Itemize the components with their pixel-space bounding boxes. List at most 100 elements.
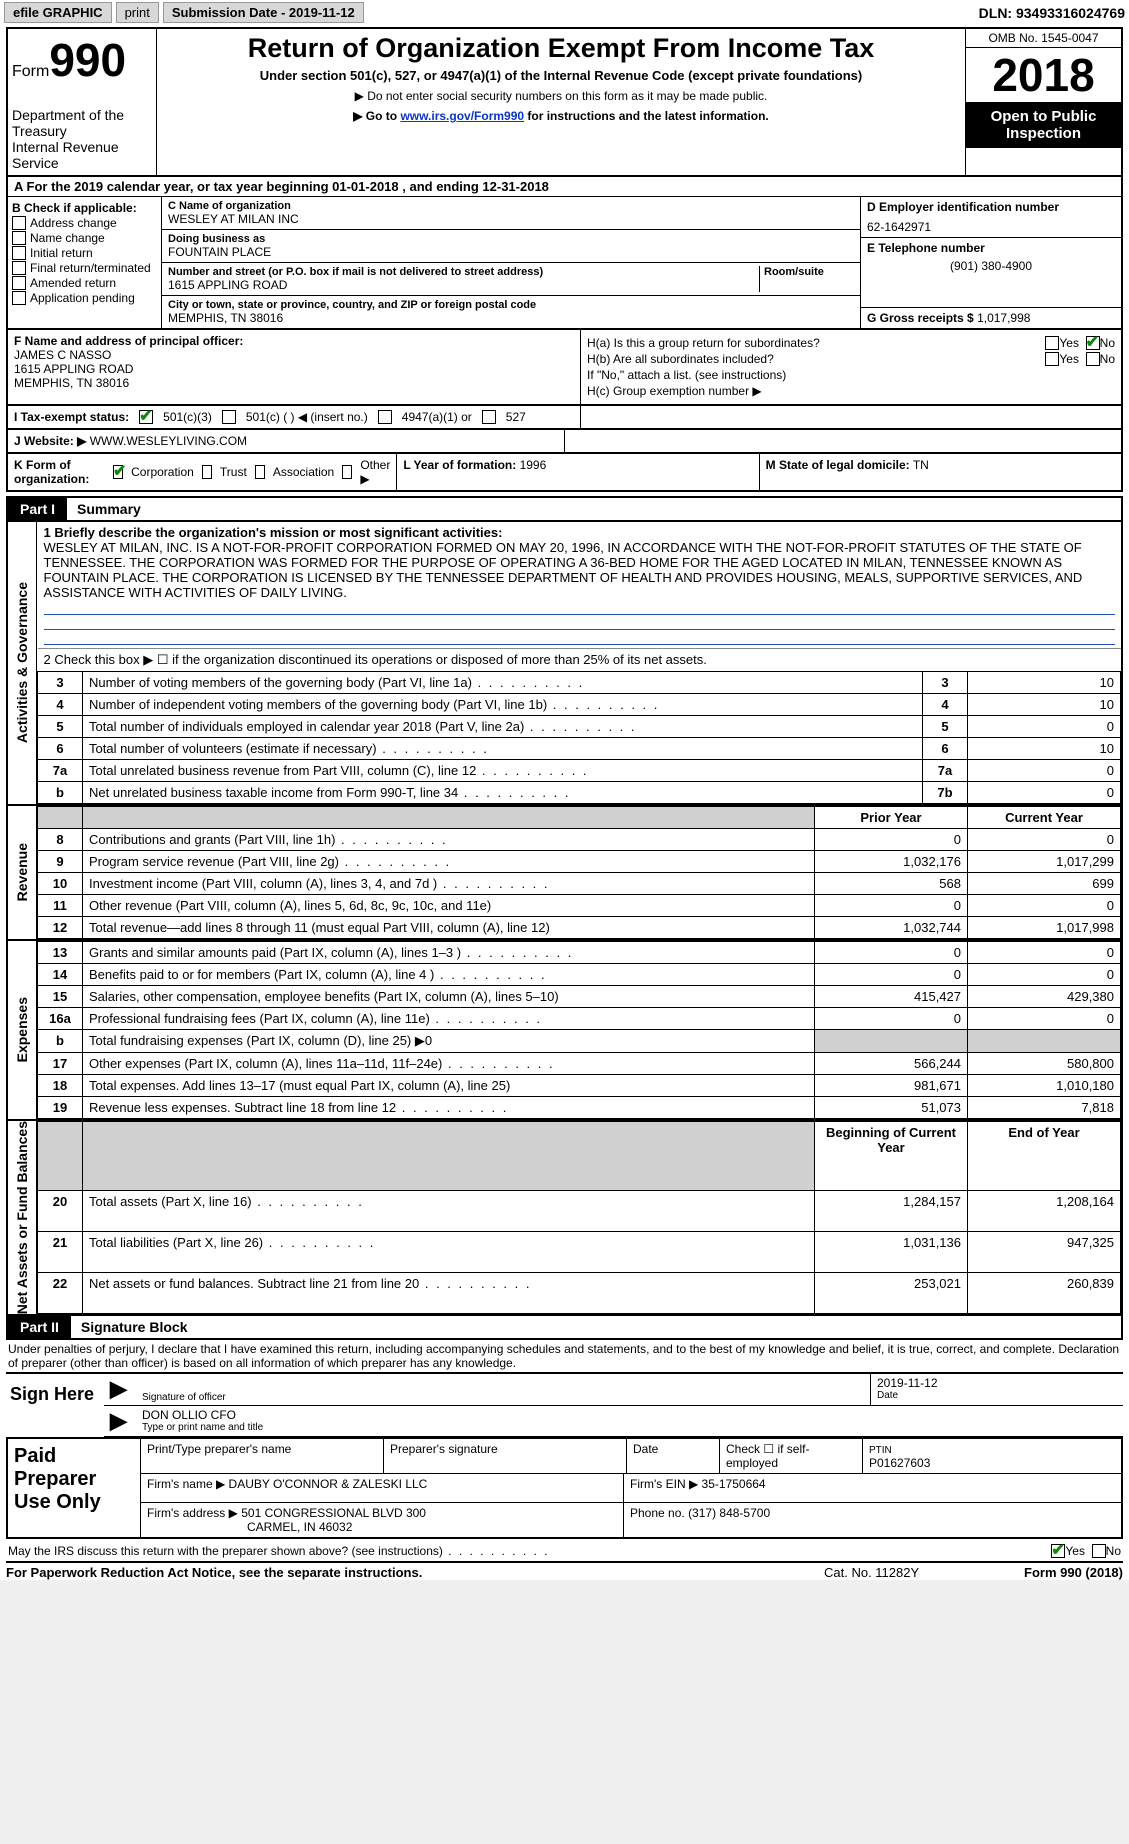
final-return-label: Final return/terminated <box>30 261 151 275</box>
row-j: J Website: ▶ WWW.WESLEYLIVING.COM <box>6 430 1123 454</box>
discuss-no-checkbox[interactable] <box>1092 1544 1106 1558</box>
trust-checkbox[interactable] <box>202 465 212 479</box>
gross-value: 1,017,998 <box>977 311 1030 325</box>
column-c: C Name of organization WESLEY AT MILAN I… <box>162 197 860 328</box>
governance-side-text: Activities & Governance <box>14 582 30 743</box>
other-checkbox[interactable] <box>342 465 352 479</box>
addr-change-label: Address change <box>30 216 117 230</box>
revenue-section: Revenue Prior YearCurrent Year 8Contribu… <box>6 806 1123 941</box>
dept-label: Department of the Treasury Internal Reve… <box>12 107 152 171</box>
hb-no-label: No <box>1100 352 1115 366</box>
sig-date-label: Date <box>877 1390 1117 1401</box>
firm-name-label: Firm's name ▶ <box>147 1477 225 1491</box>
header-mid: Return of Organization Exempt From Incom… <box>157 29 965 175</box>
501c3-label: 501(c)(3) <box>163 410 212 424</box>
corp-checkbox[interactable] <box>113 465 123 479</box>
arrow-icon: ▶ <box>104 1406 136 1436</box>
dba-value: FOUNTAIN PLACE <box>168 245 854 259</box>
ha-yes-checkbox[interactable] <box>1045 336 1059 350</box>
pp-self-label: Check ☐ if self-employed <box>720 1439 863 1473</box>
gov-row-3: 3Number of voting members of the governi… <box>38 672 1121 694</box>
gov-row-7b: bNet unrelated business taxable income f… <box>38 782 1121 804</box>
addr-change-checkbox[interactable] <box>12 216 26 230</box>
street-value: 1615 APPLING ROAD <box>168 278 759 292</box>
line1-label: 1 Briefly describe the organization's mi… <box>44 525 1115 540</box>
governance-section: Activities & Governance 1 Briefly descri… <box>6 522 1123 806</box>
declaration-text: Under penalties of perjury, I declare th… <box>6 1340 1123 1372</box>
header-note1: ▶ Do not enter social security numbers o… <box>163 89 959 103</box>
column-b: B Check if applicable: Address change Na… <box>8 197 162 328</box>
cat-no: Cat. No. 11282Y <box>824 1565 1024 1580</box>
501c-checkbox[interactable] <box>222 410 236 424</box>
netassets-side-text: Net Assets or Fund Balances <box>14 1121 30 1314</box>
hb-no-checkbox[interactable] <box>1086 352 1100 366</box>
exp-row-18: 18Total expenses. Add lines 13–17 (must … <box>38 1075 1121 1097</box>
header-right: OMB No. 1545-0047 2018 Open to Public In… <box>965 29 1121 175</box>
discuss-yes-checkbox[interactable] <box>1051 1544 1065 1558</box>
m-value: TN <box>913 458 929 472</box>
trust-label: Trust <box>220 465 247 479</box>
k-label: K Form of organization: <box>14 458 105 486</box>
initial-return-checkbox[interactable] <box>12 246 26 260</box>
firm-addr1: 501 CONGRESSIONAL BLVD 300 <box>241 1506 426 1520</box>
sig-officer-label: Signature of officer <box>142 1392 864 1403</box>
rev-row-12: 12Total revenue—add lines 8 through 11 (… <box>38 917 1121 939</box>
b-label: B Check if applicable: <box>12 201 157 215</box>
l-label: L Year of formation: <box>403 458 516 472</box>
527-checkbox[interactable] <box>482 410 496 424</box>
omb-label: OMB No. 1545-0047 <box>966 29 1121 48</box>
paid-preparer-table: Paid Preparer Use Only Print/Type prepar… <box>6 1437 1123 1539</box>
officer-name-label: Type or print name and title <box>142 1422 1117 1433</box>
hb-note: If "No," attach a list. (see instruction… <box>587 368 1115 382</box>
assoc-label: Association <box>273 465 334 479</box>
ha-label: H(a) Is this a group return for subordin… <box>587 336 1045 350</box>
app-pending-checkbox[interactable] <box>12 291 26 305</box>
hb-yes-label: Yes <box>1059 352 1079 366</box>
mission-text: WESLEY AT MILAN, INC. IS A NOT-FOR-PROFI… <box>44 540 1115 600</box>
netassets-table: Beginning of Current YearEnd of Year 20T… <box>37 1121 1121 1314</box>
firm-ein-label: Firm's EIN ▶ <box>630 1477 698 1491</box>
527-label: 527 <box>506 410 526 424</box>
ptin-label: PTIN <box>869 1445 892 1456</box>
firm-addr-label: Firm's address ▶ <box>147 1506 238 1520</box>
ha-no-checkbox[interactable] <box>1086 336 1100 350</box>
4947-checkbox[interactable] <box>378 410 392 424</box>
phone-value: (901) 380-4900 <box>867 259 1115 273</box>
exp-row-16b: bTotal fundraising expenses (Part IX, co… <box>38 1030 1121 1053</box>
pp-sig-label: Preparer's signature <box>384 1439 627 1473</box>
hb-yes-checkbox[interactable] <box>1045 352 1059 366</box>
form-subtitle: Under section 501(c), 527, or 4947(a)(1)… <box>163 68 959 83</box>
name-change-checkbox[interactable] <box>12 231 26 245</box>
expenses-section: Expenses 13Grants and similar amounts pa… <box>6 941 1123 1121</box>
exp-row-16a: 16aProfessional fundraising fees (Part I… <box>38 1008 1121 1030</box>
f-city: MEMPHIS, TN 38016 <box>14 376 574 390</box>
amended-return-checkbox[interactable] <box>12 276 26 290</box>
rev-row-9: 9Program service revenue (Part VIII, lin… <box>38 851 1121 873</box>
ptin-value: P01627603 <box>869 1456 930 1470</box>
form-page: efile GRAPHIC print Submission Date - 20… <box>0 0 1129 1580</box>
header-left: Form990 Department of the Treasury Inter… <box>8 29 157 175</box>
gov-row-5: 5Total number of individuals employed in… <box>38 716 1121 738</box>
501c-label: 501(c) ( ) ◀ (insert no.) <box>246 410 368 424</box>
expenses-table: 13Grants and similar amounts paid (Part … <box>37 941 1121 1119</box>
501c3-checkbox[interactable] <box>139 410 153 424</box>
phone-label: E Telephone number <box>867 241 1115 255</box>
assoc-checkbox[interactable] <box>255 465 265 479</box>
firm-ein: 35-1750664 <box>702 1477 766 1491</box>
column-d: D Employer identification number 62-1642… <box>860 197 1121 328</box>
hc-label: H(c) Group exemption number ▶ <box>587 384 1115 398</box>
form-footer: Form 990 (2018) <box>1024 1565 1123 1580</box>
exp-row-14: 14Benefits paid to or for members (Part … <box>38 964 1121 986</box>
print-button[interactable]: print <box>116 2 159 23</box>
initial-return-label: Initial return <box>30 246 93 260</box>
org-name-label: C Name of organization <box>168 200 854 212</box>
amended-return-label: Amended return <box>30 276 116 290</box>
final-return-checkbox[interactable] <box>12 261 26 275</box>
info-grid: B Check if applicable: Address change Na… <box>6 196 1123 330</box>
exp-row-19: 19Revenue less expenses. Subtract line 1… <box>38 1097 1121 1119</box>
4947-label: 4947(a)(1) or <box>402 410 472 424</box>
tax-year: 2018 <box>966 48 1121 102</box>
irs-link[interactable]: www.irs.gov/Form990 <box>400 109 524 123</box>
f-label: F Name and address of principal officer: <box>14 334 574 348</box>
line2-text: 2 Check this box ▶ ☐ if the organization… <box>38 649 1121 672</box>
